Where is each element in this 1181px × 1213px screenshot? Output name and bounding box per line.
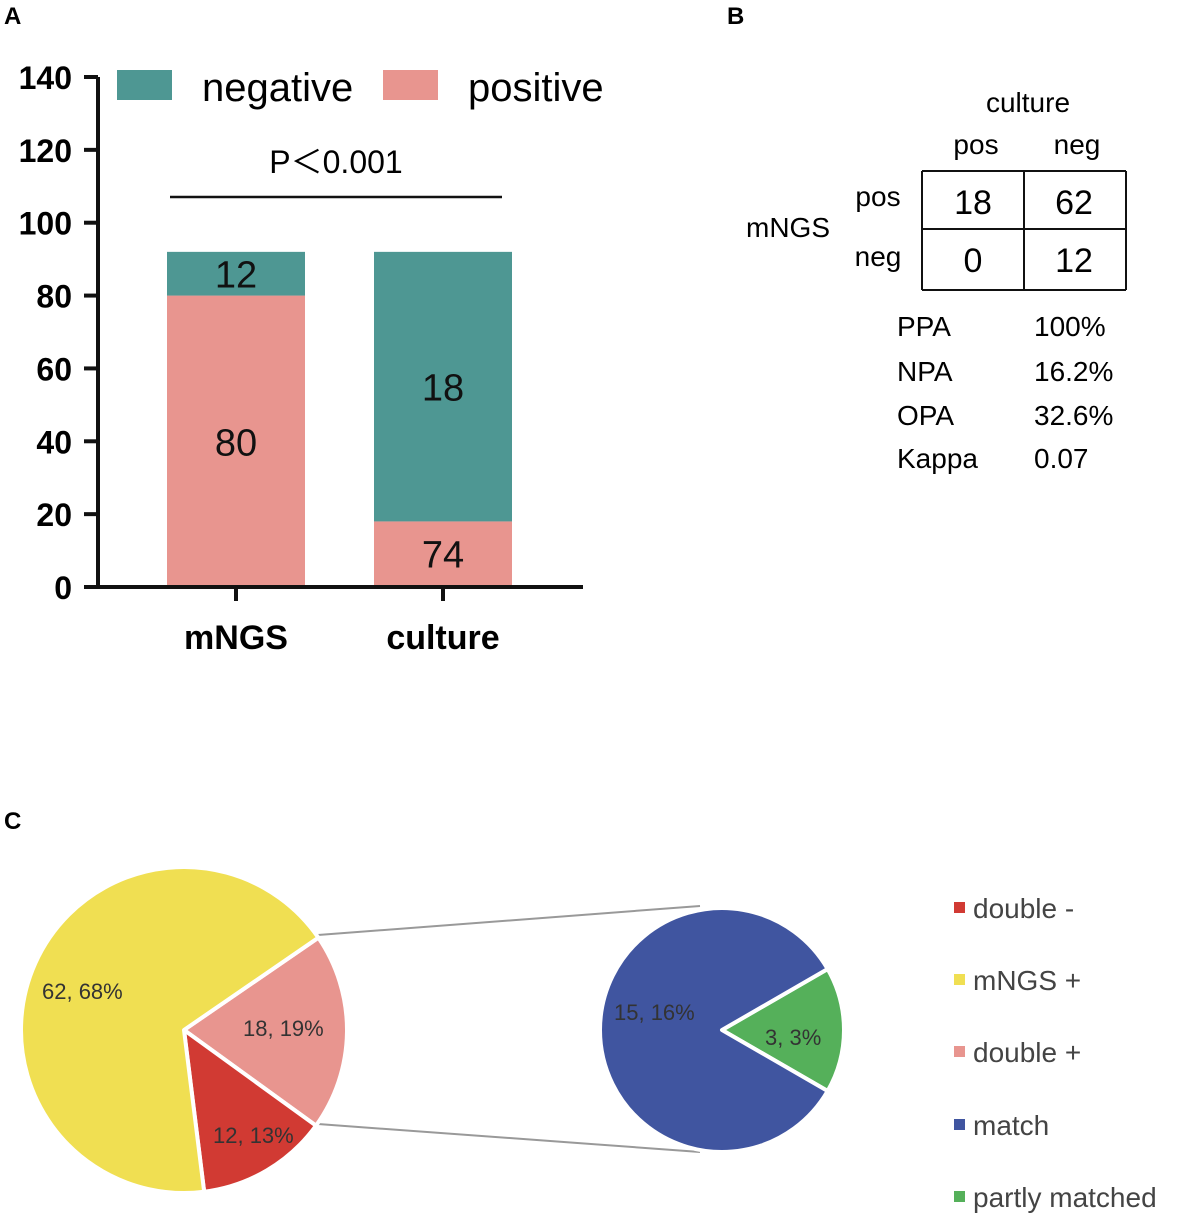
legend-swatch: [954, 1119, 965, 1130]
pie-slice-double: [182, 935, 349, 1128]
row-label: neg: [855, 241, 902, 272]
bar-positive-mNGS: [167, 295, 305, 587]
y-tick-label: 20: [36, 497, 72, 533]
y-tick-label: 80: [36, 279, 72, 315]
legend-swatch-positive: [383, 70, 438, 100]
y-tick-label: 40: [36, 424, 72, 460]
panel-a-letter: A: [4, 3, 21, 30]
legend-label: double +: [973, 1037, 1081, 1068]
pie-data-label: 15, 16%: [614, 1000, 695, 1025]
y-tick-label: 100: [19, 206, 72, 242]
y-tick-label: 60: [36, 351, 72, 387]
stacked-bar-chart: 80 12 74 18 0 20 40 60 80 100 120 140 mNGS culture n…: [19, 60, 604, 657]
legend-label: match: [973, 1110, 1049, 1141]
mngs-header: mNGS: [746, 212, 830, 243]
y-tick-label: 120: [19, 133, 72, 169]
pie-slice-match: [598, 906, 830, 1154]
connector-line: [317, 905, 701, 936]
legend-swatch: [954, 902, 965, 913]
legend-label: partly matched: [973, 1182, 1157, 1213]
panel-c-letter: C: [4, 808, 21, 835]
data-label-positive-culture: 74: [422, 534, 464, 576]
legend-label: double -: [973, 893, 1074, 924]
culture-header: culture: [986, 87, 1070, 118]
data-label-negative-mNGS: 12: [215, 255, 257, 297]
metric-name: PPA: [897, 311, 951, 342]
panel-b-letter: B: [727, 3, 744, 30]
y-tick-label: 0: [54, 570, 72, 606]
metric-value: 100%: [1034, 311, 1106, 342]
table-cell: 0: [964, 242, 983, 280]
legend-label: mNGS +: [973, 965, 1081, 996]
data-label-negative-culture: 18: [422, 368, 464, 410]
metric-name: Kappa: [897, 443, 978, 474]
table-cell: 12: [1055, 242, 1093, 280]
row-label: pos: [855, 181, 900, 212]
legend-swatch-negative: [117, 70, 172, 100]
legend-label-positive: positive: [468, 66, 604, 110]
legend-swatch: [954, 1191, 965, 1202]
metric-name: NPA: [897, 356, 953, 387]
y-tick-label: 140: [19, 60, 72, 96]
pie-slice-mngs: [19, 865, 321, 1195]
connector-line: [317, 1123, 701, 1153]
metric-value: 0.07: [1034, 443, 1089, 474]
metric-value: 32.6%: [1034, 400, 1113, 431]
legend-swatch: [954, 974, 965, 985]
pie-slice-double: [182, 1028, 318, 1194]
pie-of-pie-chart: 62, 68% 18, 19% 12, 13% 15, 16% 3, 3% double…: [19, 865, 1157, 1213]
x-tick-label: culture: [386, 619, 499, 657]
bar-negative-mNGS: [167, 251, 305, 296]
metric-value: 16.2%: [1034, 356, 1113, 387]
bar-negative-culture: [374, 251, 512, 522]
bar-positive-culture: [374, 521, 512, 587]
p-value-annotation: P＜0.001: [269, 144, 402, 180]
pie-slice-partly-matched: [720, 967, 846, 1093]
legend-swatch: [954, 1046, 965, 1057]
table-cell: 62: [1055, 184, 1093, 222]
pie-data-label: 3, 3%: [765, 1025, 821, 1050]
x-tick-label: mNGS: [184, 619, 288, 657]
table-cell: 18: [954, 184, 992, 222]
column-label: pos: [953, 129, 998, 160]
metric-name: OPA: [897, 400, 954, 431]
legend-label-negative: negative: [202, 66, 353, 110]
pie-data-label: 62, 68%: [42, 979, 123, 1004]
column-label: neg: [1054, 129, 1101, 160]
data-label-positive-mNGS: 80: [215, 422, 257, 464]
pie-data-label: 12, 13%: [213, 1123, 294, 1148]
pie-data-label: 18, 19%: [243, 1016, 324, 1041]
